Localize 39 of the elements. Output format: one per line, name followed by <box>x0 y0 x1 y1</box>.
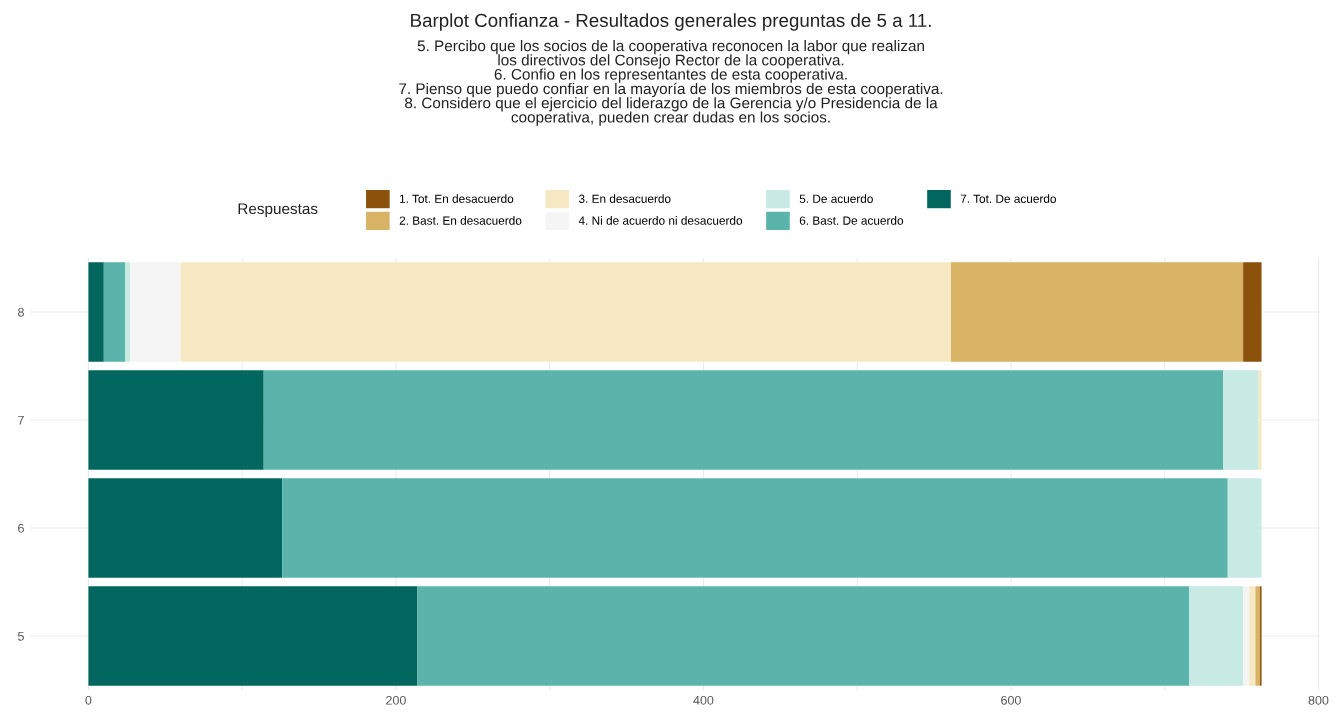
bar <box>88 262 104 362</box>
bar <box>88 478 283 578</box>
bar <box>263 370 1224 470</box>
bar <box>1189 586 1244 686</box>
x-tick-label: 400 <box>693 695 714 705</box>
bar <box>125 262 130 362</box>
legend-title: Respuestas <box>238 203 318 218</box>
bar <box>1223 370 1259 470</box>
x-tick-label: 800 <box>1308 695 1329 705</box>
legend-label: 4. Ni de acuerdo ni desacuerdo <box>578 216 743 225</box>
chart-title: Barplot Confianza - Resultados generales preguntas de 5 a 11. <box>411 13 931 31</box>
legend-label: 3. En desacuerdo <box>578 194 671 203</box>
legend-label: 2. Bast. En desacuerdo <box>399 216 522 225</box>
chart-subtitle: 5. Percibo que los socios de la cooperativa reconocen la labor que realizan los directivos del Consejo Rector de la cooperativa. 6. Confio en los representantes de esta cooperativa. 7. Pienso que puedo confiar en la mayoría de los miembros de esta cooperativa. 8. Considero que el ejercicio del liderazgo de la Gerencia y/o Presidencia de la cooperativa, pueden crear dudas en los socios. <box>399 40 943 126</box>
bar <box>88 370 264 470</box>
bar <box>1258 370 1262 470</box>
y-tick-label: 8 <box>18 307 24 317</box>
bar <box>1255 586 1261 686</box>
bar <box>417 586 1190 686</box>
y-tick-label: 6 <box>18 523 24 533</box>
legend-label: 1. Tot. En desacuerdo <box>400 194 514 203</box>
bar <box>1243 586 1250 686</box>
x-tick-label: 600 <box>1001 695 1021 705</box>
bar <box>282 478 1228 578</box>
legend-label: 7. Tot. De acuerdo <box>960 194 1056 203</box>
bar <box>1243 262 1262 362</box>
x-tick-label: 0 <box>85 695 92 705</box>
y-tick-label: 7 <box>18 415 24 425</box>
bar <box>180 262 951 362</box>
legend-label: 6. Bast. De acuerdo <box>799 216 904 225</box>
bar <box>103 262 126 362</box>
bar <box>950 262 1244 362</box>
legend-label: 5. De acuerdo <box>799 194 873 203</box>
bar <box>1227 478 1262 578</box>
bar <box>1249 586 1256 686</box>
x-tick-label: 200 <box>386 695 406 705</box>
bar <box>129 262 181 362</box>
bar <box>88 586 418 686</box>
y-tick-label: 5 <box>17 631 24 641</box>
